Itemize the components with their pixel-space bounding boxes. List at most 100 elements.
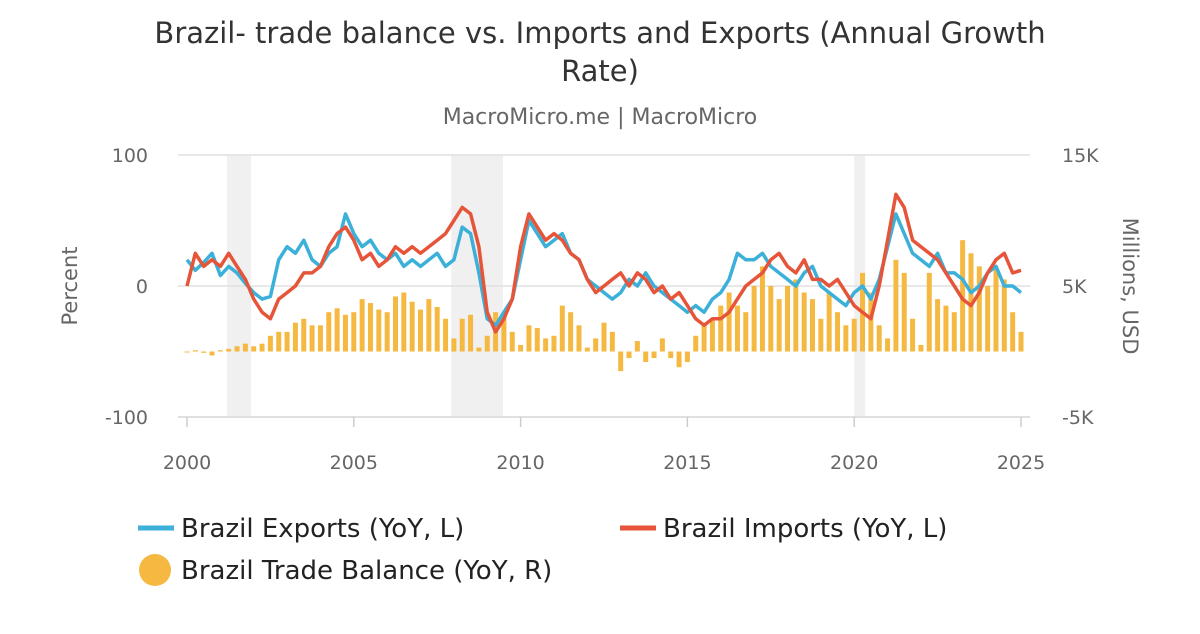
trade-balance-bar: [543, 338, 549, 352]
trade-balance-bar: [326, 312, 332, 352]
trade-balance-bar: [267, 335, 273, 352]
trade-balance-bar: [960, 240, 966, 352]
x-tick-label: 2005: [330, 452, 378, 474]
trade-balance-bar: [409, 301, 415, 352]
trade-balance-bar: [776, 299, 782, 352]
trade-balance-bar: [584, 347, 590, 352]
trade-balance-bar: [518, 344, 524, 352]
trade-balance-bar: [634, 341, 640, 352]
trade-balance-bar: [793, 279, 799, 352]
trade-balance-bar: [835, 312, 841, 352]
trade-balance-bar: [593, 338, 599, 352]
x-tick-label: 2020: [830, 452, 878, 474]
trade-balance-bar: [217, 350, 223, 352]
trade-balance-bar: [384, 312, 390, 352]
trade-balance-bar: [751, 286, 757, 352]
trade-balance-bar: [342, 314, 348, 352]
trade-balance-bar: [376, 309, 382, 352]
trade-balance-bar: [885, 338, 891, 352]
trade-balance-bar: [626, 351, 632, 359]
trade-balance-bar: [534, 327, 540, 352]
trade-balance-bar: [851, 318, 857, 352]
trade-balance-bar: [292, 322, 298, 352]
chart-subtitle: MacroMicro.me | MacroMicro: [443, 105, 758, 130]
trade-balance-bar: [576, 325, 582, 352]
trade-balance-bar: [693, 335, 699, 352]
trade-balance-bar: [943, 305, 949, 352]
y-tick-label-right: 5K: [1062, 276, 1087, 298]
trade-balance-bar: [926, 272, 932, 352]
trade-balance-bar: [784, 286, 790, 352]
trade-balance-bar: [810, 299, 815, 352]
trade-balance-bar: [676, 351, 682, 368]
y-axis-right-label: Millions, USD: [1118, 218, 1142, 355]
trade-balance-bar: [526, 325, 532, 352]
trade-balance-bar: [242, 343, 248, 352]
trade-balance-bar: [1001, 279, 1007, 352]
trade-balance-bar: [367, 303, 373, 352]
legend-item-exports[interactable]: Brazil Exports (YoY, L): [138, 514, 464, 544]
trade-balance-bar: [192, 350, 198, 352]
trade-balance-bar: [301, 318, 307, 352]
trade-balance-bar: [551, 335, 557, 352]
trade-balance-bar: [317, 325, 323, 352]
trade-balance-bar: [609, 331, 615, 352]
legend-item-trade-balance[interactable]: Brazil Trade Balance (YoY, R): [139, 554, 552, 586]
trade-balance-bar: [476, 347, 482, 352]
trade-balance-bar: [893, 259, 899, 352]
trade-balance-bar: [843, 325, 849, 352]
x-tick-label: 2025: [997, 452, 1045, 474]
imports-line: [185, 192, 1022, 334]
trade-balance-bar: [559, 305, 565, 352]
x-tick-label: 2000: [163, 452, 211, 474]
trade-balance-bar: [768, 286, 774, 352]
trade-balance-bar: [918, 344, 924, 352]
trade-balance-bar: [618, 351, 624, 372]
trade-balance-bar: [668, 351, 674, 359]
trade-balance-bar: [209, 351, 215, 356]
y-tick-label-left: 100: [112, 145, 148, 167]
trade-balance-bar: [418, 309, 424, 352]
x-tick-label: 2010: [496, 452, 544, 474]
trade-balance-bar: [759, 266, 765, 352]
trade-balance-bar: [184, 351, 190, 353]
trade-balance-bar: [701, 325, 707, 352]
trade-balance-bar: [718, 305, 724, 352]
legend-item-imports[interactable]: Brazil Imports (YoY, L): [620, 514, 947, 544]
y-tick-label-right: -5K: [1062, 407, 1094, 429]
trade-balance-bar: [443, 318, 449, 352]
trade-balance-bar: [401, 292, 407, 352]
trade-balance-bar: [734, 305, 740, 352]
trade-balance-bar: [201, 351, 207, 353]
trade-balance-bar: [901, 272, 907, 352]
x-tick-label: 2015: [663, 452, 711, 474]
trade-balance-bar: [568, 312, 574, 352]
trade-balance-bar: [968, 253, 974, 352]
trade-balance-bar: [334, 308, 340, 352]
trade-balance-bar: [509, 331, 515, 352]
legend-marker-trade-balance: [139, 554, 171, 586]
trade-balance-bar: [601, 322, 607, 352]
trade-balance-bar: [434, 306, 440, 352]
trade-balance-bar: [276, 331, 282, 352]
trade-balance-bar: [951, 312, 957, 352]
trade-balance-bar: [468, 314, 474, 352]
trade-balance-bar: [826, 292, 832, 352]
trade-balance-bar: [868, 292, 874, 352]
y-axis-left-label: Percent: [58, 246, 82, 325]
trade-balance-bar: [226, 348, 232, 352]
trade-balance-bar: [284, 331, 290, 352]
legend: Brazil Exports (YoY, L) Brazil Imports (…: [138, 514, 947, 586]
chart-title-line-1: Brazil- trade balance vs. Imports and Ex…: [154, 16, 1045, 50]
trade-balance-bar: [426, 299, 432, 352]
trade-balance-bar: [818, 318, 824, 352]
chart-title-line-2: Rate): [561, 54, 639, 88]
trade-balance-bar: [359, 299, 365, 352]
trade-balance-bar: [801, 292, 807, 352]
trade-balance-bar: [309, 325, 315, 352]
y-tick-label-left: -100: [105, 407, 148, 429]
y-tick-label-right: 15K: [1062, 145, 1099, 167]
trade-balance-bar: [976, 266, 982, 352]
legend-label-exports: Brazil Exports (YoY, L): [181, 514, 464, 544]
